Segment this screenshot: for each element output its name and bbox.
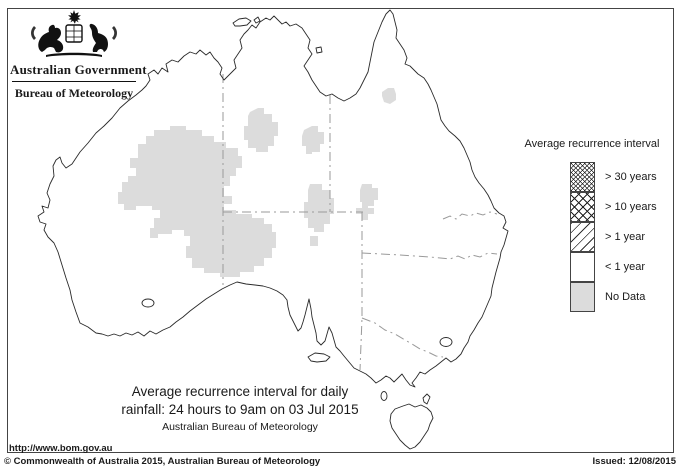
no-data-region-wa-central — [118, 126, 276, 277]
groote-eylandt — [315, 46, 323, 54]
no-data-region-nt-sa-border — [304, 184, 334, 232]
swatch-no-data — [570, 281, 595, 312]
emu-silhouette — [89, 23, 108, 52]
legend-body: > 30 years > 10 years > 1 year < 1 year … — [570, 162, 672, 312]
king-island — [380, 391, 388, 401]
legend-label: > 1 year — [605, 231, 646, 243]
border-qld-nsw — [361, 252, 498, 260]
logo-government-text: Australian Government — [10, 62, 147, 77]
legend-row-no-data: No Data — [570, 281, 672, 312]
caption-line3: Australian Bureau of Meteorology — [162, 421, 318, 433]
issued-date-text: Issued: 12/08/2015 — [592, 456, 676, 467]
border-nsw-vic-murray — [361, 317, 444, 358]
bom-logo-block: Australian Government Bureau of Meteorol… — [10, 10, 147, 101]
no-data-region-gulf — [382, 88, 396, 104]
kangaroo-island — [307, 352, 331, 363]
wa-salt-lake — [141, 298, 155, 308]
caption-line2: rainfall: 24 hours to 9am on 03 Jul 2015 — [121, 402, 359, 417]
state-borders — [222, 74, 498, 371]
swatch-diagonal-hatch — [570, 221, 595, 252]
no-data-region-qld-west — [360, 184, 378, 206]
cobourg-islet — [253, 16, 261, 24]
no-data-region-sa-small — [310, 236, 318, 246]
legend-label: > 30 years — [605, 171, 657, 183]
legend-row-1-year-more: > 1 year — [570, 221, 672, 252]
flinders-island — [422, 393, 431, 405]
swatch-crosshatch — [570, 191, 595, 222]
caption-line1: Average recurrence interval for daily — [131, 384, 349, 399]
legend-row-10-years: > 10 years — [570, 191, 672, 222]
coastlines — [37, 9, 509, 450]
kangaroo-silhouette — [38, 24, 64, 53]
lake-george — [439, 337, 453, 347]
coat-of-arms-icon — [31, 10, 117, 57]
melville-island — [232, 17, 252, 27]
legend-row-30-years: > 30 years — [570, 162, 672, 192]
mainland-coastline — [37, 9, 509, 388]
no-data-region-nt-west — [244, 108, 278, 152]
border-sa-nsw-vic — [359, 212, 363, 371]
copyright-text: © Commonwealth of Australia 2015, Austra… — [4, 456, 321, 467]
swatch-dense-crosshatch — [570, 162, 595, 192]
legend-label: No Data — [605, 291, 646, 303]
tasmania-coastline — [389, 403, 434, 450]
swatch-plain-white — [570, 251, 595, 282]
no-data-regions — [118, 88, 396, 277]
legend-row-1-year-less: < 1 year — [570, 251, 672, 282]
legend-label: > 10 years — [605, 201, 657, 213]
logo-divider — [12, 81, 136, 82]
border-rivers-segment — [442, 211, 498, 220]
legend-label: < 1 year — [605, 261, 646, 273]
map-caption: Average recurrence interval for daily ra… — [40, 383, 440, 434]
commonwealth-star — [68, 10, 81, 24]
map-frame-border — [7, 8, 674, 453]
legend: Average recurrence interval > 30 years >… — [512, 138, 672, 312]
no-data-region-qld-corner — [356, 202, 374, 220]
no-data-region-nt-central — [302, 126, 324, 154]
logo-bureau-text: Bureau of Meteorology — [14, 86, 134, 100]
bom-url-text: http://www.bom.gov.au — [9, 443, 113, 454]
legend-title: Average recurrence interval — [524, 138, 660, 150]
